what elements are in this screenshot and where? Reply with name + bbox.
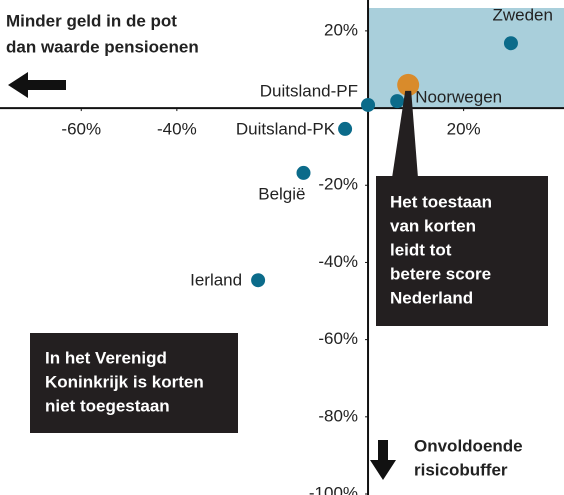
annotation-text: Onvoldoende [414,436,523,455]
point [390,94,405,109]
point [251,273,266,288]
annotation-text: dan waarde pensioenen [6,37,199,56]
point-label: Ierland [190,271,242,290]
point-label: Zweden [492,6,552,25]
callout-text: Nederland [390,288,473,307]
point-label: Noorwegen [415,88,502,107]
annotation-text: risicobuffer [414,460,508,479]
point-label: Duitsland-PK [236,119,336,138]
point [296,165,311,180]
y-tick-label: -60% [318,329,358,348]
callout-text: leidt tot [390,240,452,259]
x-tick-label: -40% [157,120,197,139]
y-tick-label: -40% [318,252,358,271]
x-tick-label: 20% [447,120,481,139]
highlight-point [397,73,420,96]
uk-box [30,333,238,433]
y-tick-label: -100% [309,483,358,495]
uk-text: Koninkrijk is korten [45,372,204,391]
callout-text: van korten [390,216,476,235]
down-arrow [370,440,396,480]
left-arrow [8,72,66,98]
callout-text: Het toestaan [390,192,492,211]
callout-pointer [392,90,418,178]
annotation-text: Minder geld in de pot [6,11,177,30]
y-tick-label: -20% [318,175,358,194]
x-tick-label: -60% [61,120,101,139]
uk-text: In het Verenigd [45,348,167,367]
uk-text: niet toegestaan [45,396,170,415]
y-tick-label: 20% [324,20,358,39]
y-tick-label: -80% [318,406,358,425]
point [503,36,518,51]
callout-text: betere score [390,264,491,283]
point [361,97,376,112]
callout-box [376,176,548,326]
point [338,121,353,136]
foreground: Zweden Noorwegen Duitsland-PF Duitsland-PK B… [6,6,553,480]
point-label: Duitsland-PF [260,81,358,100]
point-label: België [258,184,305,203]
